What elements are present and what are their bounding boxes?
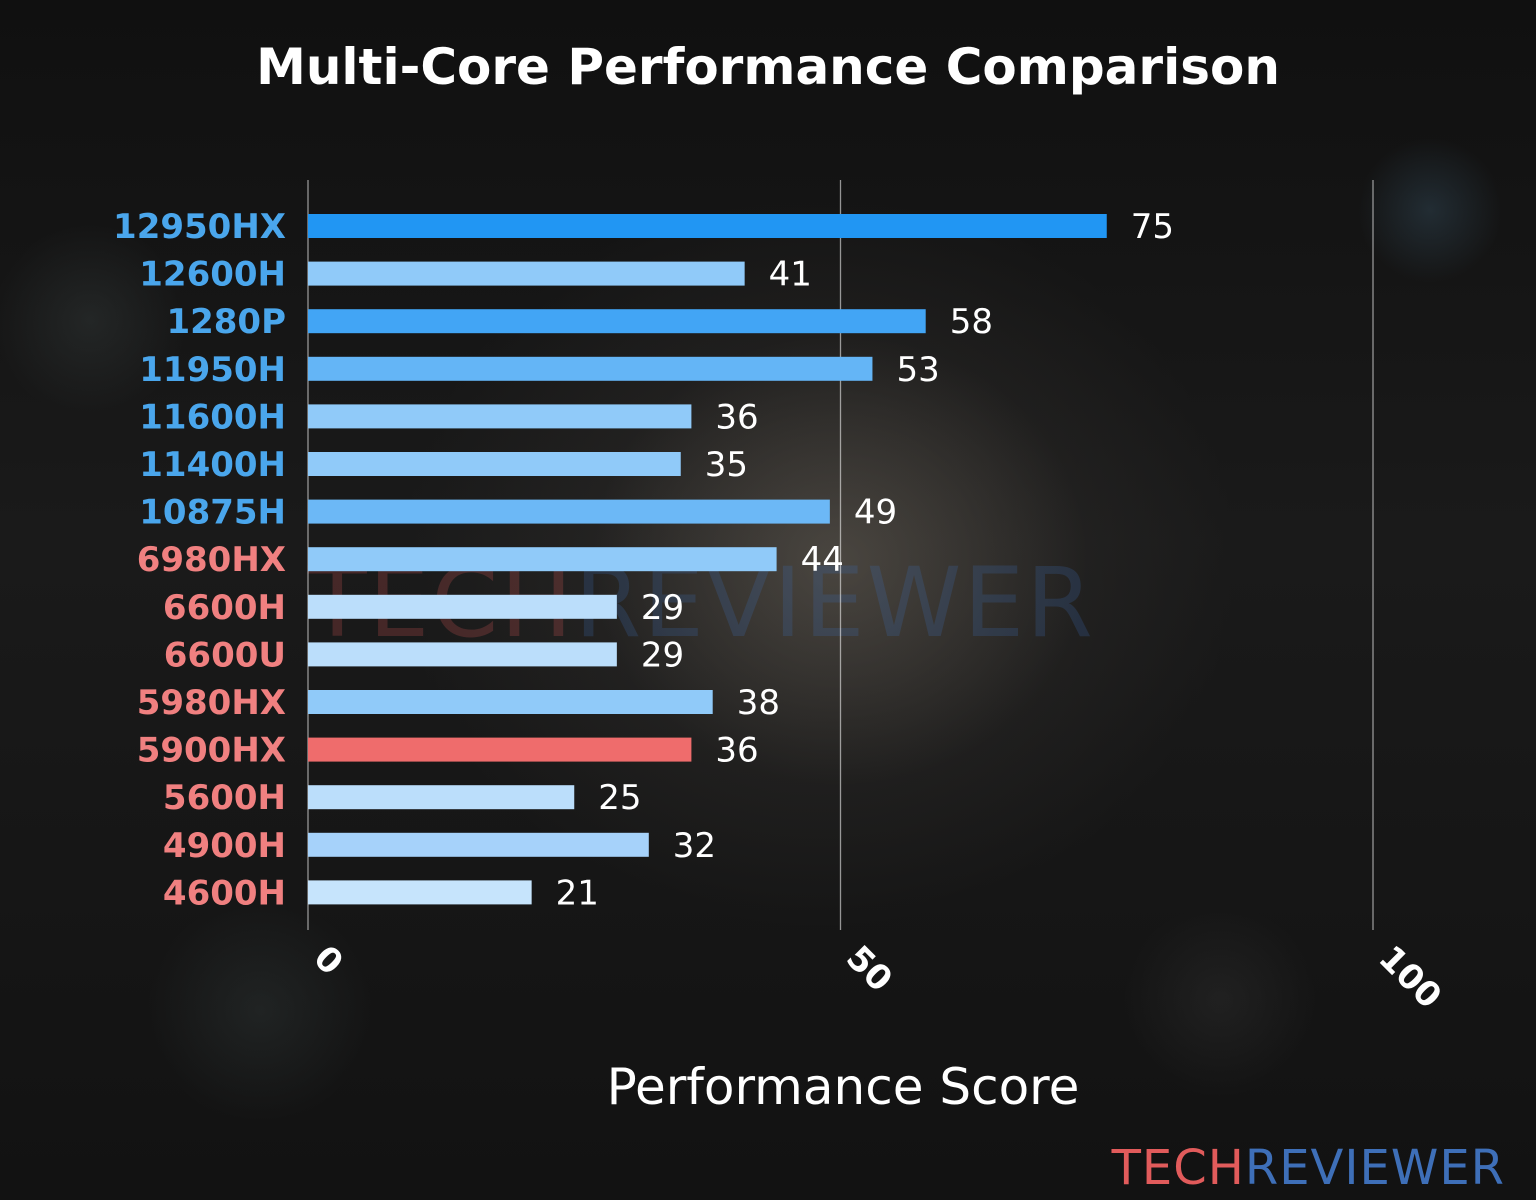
logo-reviewer: REVIEWER (1245, 1140, 1505, 1196)
bar-6600U (308, 642, 617, 667)
x-axis-title: Performance Score (607, 1058, 1080, 1116)
bar-4900H (308, 832, 649, 857)
bar-11950H (308, 356, 873, 381)
bar-5980HX (308, 690, 713, 714)
category-label-11600H: 11600H (139, 397, 286, 437)
x-tick-label-50: 50 (838, 938, 900, 1000)
category-label-12950HX: 12950HX (113, 207, 286, 247)
value-label-6600U: 29 (641, 635, 684, 675)
value-label-12950HX: 75 (1131, 207, 1174, 247)
category-label-11400H: 11400H (139, 445, 286, 485)
value-label-11600H: 36 (715, 397, 758, 437)
value-label-1280P: 58 (950, 302, 993, 342)
x-tick-label-100: 100 (1371, 938, 1449, 1016)
value-label-12600H: 41 (769, 255, 812, 295)
category-label-6600H: 6600H (163, 588, 286, 628)
bar-12600H (308, 261, 745, 286)
svg-text:TECHREVIEWER: TECHREVIEWER (1111, 1140, 1505, 1196)
bar-6600H (308, 594, 617, 619)
category-label-4600H: 4600H (163, 873, 286, 913)
value-label-10875H: 49 (854, 493, 897, 533)
value-label-5900HX: 36 (715, 731, 758, 771)
bars (308, 214, 1107, 905)
bar-12950HX (308, 214, 1107, 238)
category-label-12600H: 12600H (139, 255, 286, 295)
x-tick-label-0: 0 (306, 938, 351, 983)
category-label-5980HX: 5980HX (137, 683, 286, 723)
category-label-11950H: 11950H (139, 350, 286, 390)
value-label-6980HX: 44 (801, 540, 844, 580)
bar-5600H (308, 785, 575, 810)
value-label-4900H: 32 (673, 826, 716, 866)
category-label-4900H: 4900H (163, 826, 286, 866)
bar-10875H (308, 499, 830, 524)
bar-1280P (308, 309, 926, 334)
x-tick-labels: 0 50 100 (306, 938, 1449, 1016)
category-labels: 12950HX 12600H 1280P 11950H 11600H 11400H 1087… (113, 207, 286, 913)
chart-title: Multi-Core Performance Comparison (256, 38, 1280, 96)
value-label-6600H: 29 (641, 588, 684, 628)
value-label-11400H: 35 (705, 445, 748, 485)
logo-tech: TECH (1111, 1140, 1245, 1196)
value-label-5980HX: 38 (737, 683, 780, 723)
value-label-5600H: 25 (598, 778, 641, 818)
value-label-11950H: 53 (896, 350, 939, 390)
value-label-4600H: 21 (556, 873, 599, 913)
category-label-5900HX: 5900HX (137, 731, 286, 771)
category-label-6980HX: 6980HX (137, 540, 286, 580)
category-label-5600H: 5600H (163, 778, 286, 818)
bar-4600H (308, 880, 532, 905)
bar-11600H (308, 404, 692, 429)
bar-5900HX (308, 737, 692, 762)
bar-6980HX (308, 547, 777, 572)
category-label-1280P: 1280P (166, 302, 286, 342)
watermark-logo: TECHREVIEWER (1111, 1140, 1505, 1196)
category-label-6600U: 6600U (164, 635, 286, 675)
category-label-10875H: 10875H (139, 493, 286, 533)
bar-11400H (308, 452, 681, 476)
